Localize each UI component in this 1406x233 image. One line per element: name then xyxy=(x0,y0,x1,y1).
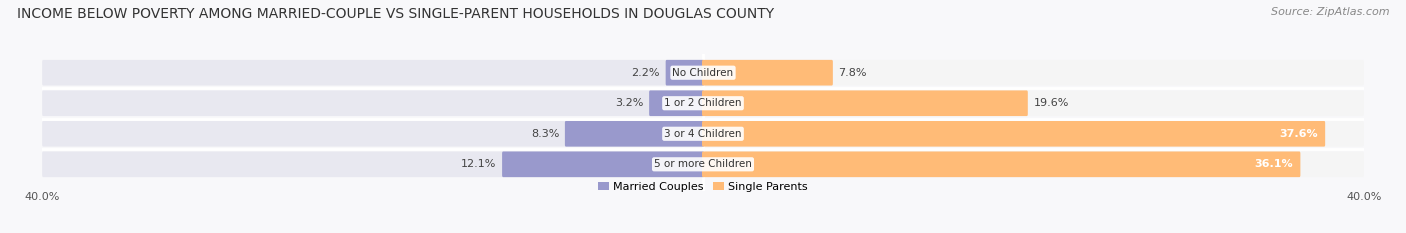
FancyBboxPatch shape xyxy=(502,151,704,177)
Text: 5 or more Children: 5 or more Children xyxy=(654,159,752,169)
FancyBboxPatch shape xyxy=(702,90,1364,116)
FancyBboxPatch shape xyxy=(42,151,704,177)
FancyBboxPatch shape xyxy=(702,121,1326,147)
Text: INCOME BELOW POVERTY AMONG MARRIED-COUPLE VS SINGLE-PARENT HOUSEHOLDS IN DOUGLAS: INCOME BELOW POVERTY AMONG MARRIED-COUPL… xyxy=(17,7,773,21)
Text: 37.6%: 37.6% xyxy=(1279,129,1317,139)
Text: No Children: No Children xyxy=(672,68,734,78)
Text: Source: ZipAtlas.com: Source: ZipAtlas.com xyxy=(1271,7,1389,17)
Text: 19.6%: 19.6% xyxy=(1033,98,1069,108)
Text: 8.3%: 8.3% xyxy=(531,129,560,139)
Text: 3.2%: 3.2% xyxy=(616,98,644,108)
FancyBboxPatch shape xyxy=(702,151,1364,177)
FancyBboxPatch shape xyxy=(702,60,1364,86)
Text: 12.1%: 12.1% xyxy=(461,159,496,169)
FancyBboxPatch shape xyxy=(650,90,704,116)
Text: 1 or 2 Children: 1 or 2 Children xyxy=(664,98,742,108)
Text: 7.8%: 7.8% xyxy=(838,68,868,78)
Text: 3 or 4 Children: 3 or 4 Children xyxy=(664,129,742,139)
FancyBboxPatch shape xyxy=(42,121,704,147)
FancyBboxPatch shape xyxy=(702,60,832,86)
Text: 36.1%: 36.1% xyxy=(1254,159,1292,169)
FancyBboxPatch shape xyxy=(702,151,1301,177)
FancyBboxPatch shape xyxy=(565,121,704,147)
Text: 2.2%: 2.2% xyxy=(631,68,659,78)
FancyBboxPatch shape xyxy=(665,60,704,86)
FancyBboxPatch shape xyxy=(702,90,1028,116)
Legend: Married Couples, Single Parents: Married Couples, Single Parents xyxy=(593,178,813,196)
FancyBboxPatch shape xyxy=(42,90,704,116)
FancyBboxPatch shape xyxy=(702,121,1364,147)
FancyBboxPatch shape xyxy=(42,60,704,86)
